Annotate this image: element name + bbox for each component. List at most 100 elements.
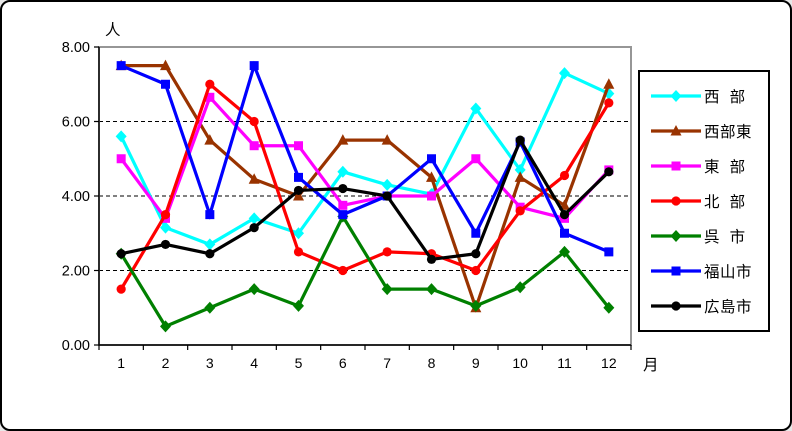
chart-legend: 西 部西部東東 部北 部呉 市福山市広島市: [638, 70, 770, 332]
legend-key-icon: [651, 196, 701, 206]
data-point-marker: [471, 154, 481, 164]
data-point-marker: [160, 320, 171, 333]
data-point-marker: [338, 200, 348, 210]
data-point-marker: [381, 178, 393, 191]
data-point-marker: [426, 171, 437, 182]
data-point-marker: [205, 249, 215, 259]
data-point-marker: [294, 172, 303, 182]
data-point-marker: [248, 173, 260, 184]
data-point-marker: [514, 163, 526, 176]
legend-item: 広島市: [650, 295, 768, 317]
legend-item: 呉 市: [650, 225, 768, 247]
x-tick-label: 8: [428, 355, 436, 371]
x-tick-label: 3: [206, 355, 214, 371]
y-tick-label: 6.00: [62, 115, 90, 131]
data-point-marker: [249, 223, 259, 233]
data-point-marker: [671, 301, 681, 312]
data-point-marker: [205, 92, 215, 102]
data-point-marker: [426, 283, 437, 296]
data-point-marker: [670, 89, 682, 102]
data-point-marker: [427, 191, 436, 201]
data-point-marker: [116, 154, 126, 164]
data-point-marker: [337, 165, 349, 178]
legend-label: 呉 市: [704, 229, 746, 247]
data-point-marker: [471, 265, 481, 276]
x-tick-label: 2: [162, 355, 170, 371]
x-tick-label: 6: [339, 355, 347, 371]
data-point-marker: [604, 167, 614, 177]
legend-key-icon: [651, 266, 701, 276]
data-point-marker: [471, 249, 481, 259]
data-point-marker: [160, 239, 171, 250]
legend-label: 西部東: [704, 123, 753, 141]
legend-item: 西 部: [650, 85, 768, 107]
legend-key-icon: [651, 89, 701, 102]
data-point-marker: [604, 98, 614, 108]
series-5: [115, 210, 615, 333]
data-point-marker: [559, 67, 570, 80]
y-axis-title: 人: [105, 21, 121, 39]
legend-label: 東 部: [704, 158, 746, 176]
data-point-marker: [293, 190, 304, 201]
series-line: [121, 64, 611, 313]
x-tick-label: 1: [117, 355, 125, 371]
data-point-marker: [559, 245, 570, 258]
data-point-marker: [382, 247, 392, 257]
data-point-marker: [205, 79, 215, 89]
legend-key-icon: [651, 124, 701, 136]
x-axis-title: 月: [643, 357, 659, 374]
data-point-marker: [204, 301, 216, 314]
legend-label: 西 部: [704, 88, 746, 106]
data-point-marker: [338, 183, 348, 194]
data-point-marker: [670, 124, 682, 136]
legend-key-icon: [651, 301, 701, 312]
data-point-marker: [293, 247, 304, 257]
x-tick-label: 7: [383, 355, 391, 371]
data-point-marker: [161, 79, 170, 89]
series-line: [120, 60, 610, 254]
data-point-marker: [248, 283, 260, 296]
legend-label: 福山市: [704, 264, 753, 282]
data-point-marker: [204, 134, 216, 145]
data-point-marker: [338, 210, 348, 220]
series-line: [119, 213, 611, 329]
x-tick-label: 12: [601, 355, 617, 371]
data-point-marker: [160, 210, 171, 220]
data-point-marker: [426, 254, 437, 264]
data-point-marker: [116, 249, 126, 259]
data-point-marker: [670, 230, 682, 243]
data-point-marker: [671, 161, 681, 171]
data-point-marker: [160, 221, 171, 234]
series-6: [116, 60, 614, 257]
data-point-marker: [294, 141, 303, 151]
data-point-marker: [160, 59, 171, 71]
legend-item: 東 部: [650, 155, 768, 177]
data-point-marker: [293, 185, 304, 196]
x-tick-label: 11: [557, 355, 572, 371]
data-point-marker: [205, 210, 215, 220]
data-point-marker: [381, 283, 393, 296]
data-point-marker: [471, 228, 481, 238]
x-tick-label: 4: [250, 355, 258, 371]
data-point-marker: [338, 265, 348, 276]
data-point-marker: [293, 227, 304, 240]
data-point-marker: [560, 228, 569, 238]
x-tick-label: 5: [295, 355, 303, 371]
legend-key-icon: [651, 230, 701, 243]
legend-item: 福山市: [650, 260, 768, 282]
data-point-marker: [515, 206, 525, 216]
series-line: [119, 81, 611, 290]
legend-label: 北 部: [704, 193, 746, 211]
data-point-marker: [559, 170, 570, 181]
series-2: [115, 59, 615, 313]
data-point-marker: [671, 196, 681, 206]
data-point-marker: [514, 171, 526, 182]
data-point-marker: [470, 299, 482, 312]
data-point-marker: [382, 191, 392, 201]
legend-item: 西部東: [650, 120, 768, 142]
x-tick-label: 9: [472, 355, 480, 371]
legend-item: 北 部: [650, 190, 768, 212]
y-tick-label: 2.00: [62, 264, 90, 280]
